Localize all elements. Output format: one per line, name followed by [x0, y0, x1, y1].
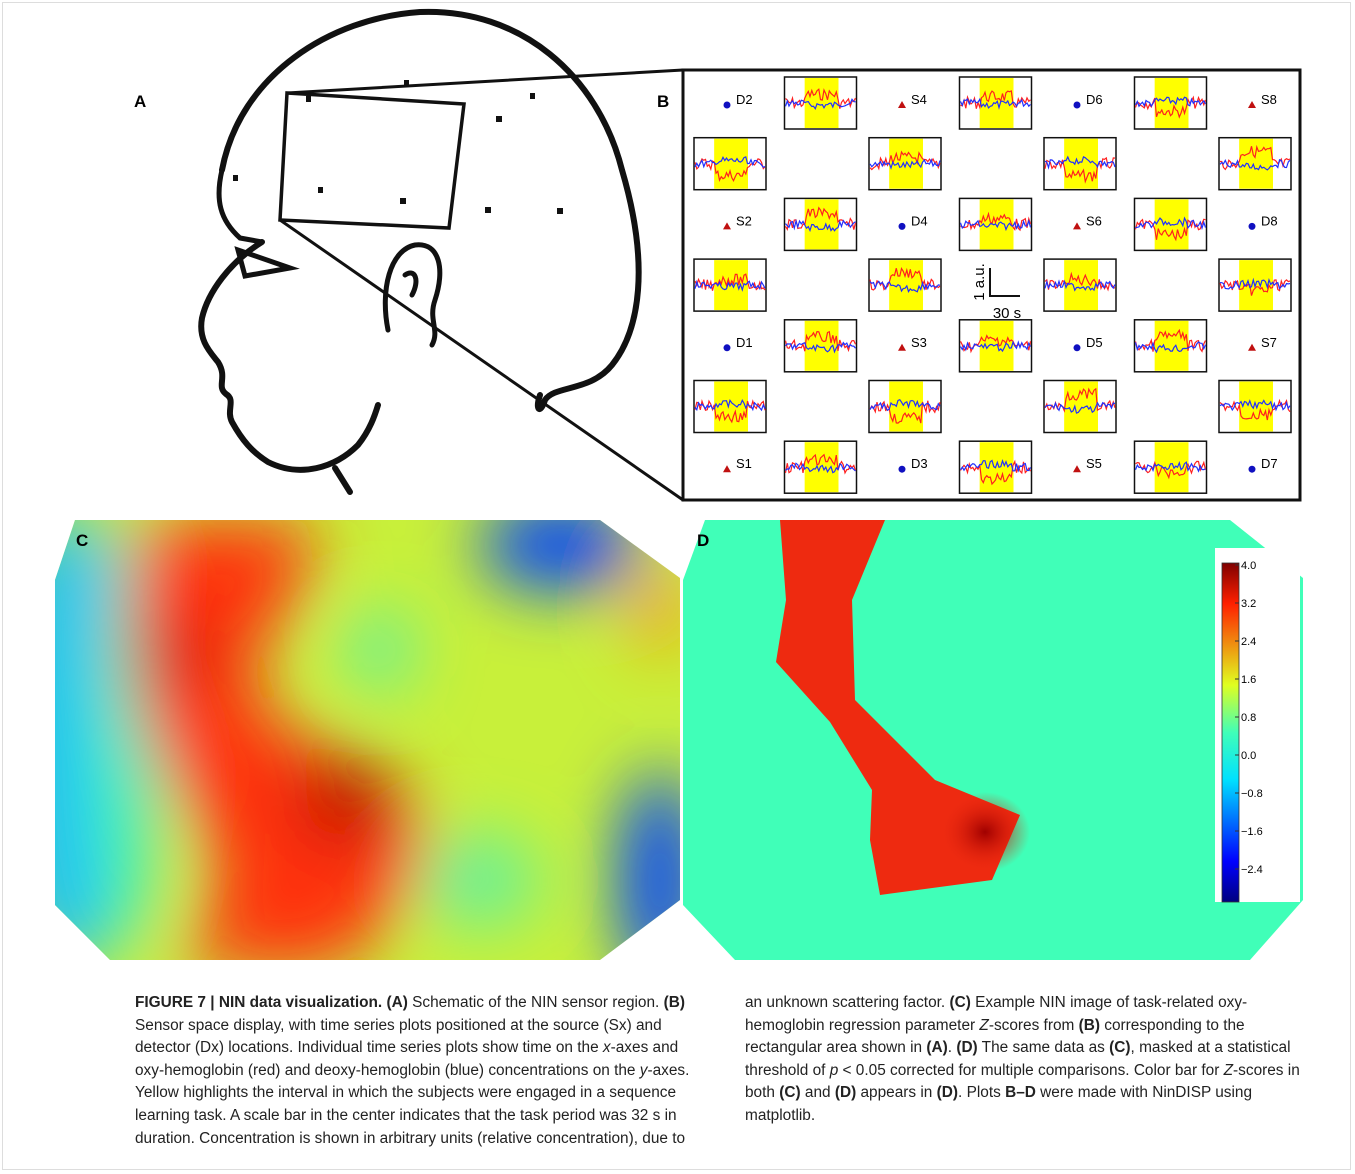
caption-text: appears in	[856, 1084, 936, 1101]
colorbar-tick-label: 1.6	[1241, 674, 1256, 686]
colorbar-tick-label: 3.2	[1241, 598, 1256, 610]
caption-text: (A)	[926, 1039, 947, 1056]
caption-text: < 0.05 corrected for multiple comparison…	[838, 1062, 1223, 1079]
detector-marker	[724, 102, 731, 109]
sensor-label: S1	[736, 456, 752, 471]
nin-image	[5, 500, 700, 990]
task-interval	[889, 382, 923, 432]
caption-text: p	[830, 1062, 839, 1079]
detector-marker	[724, 344, 731, 351]
detector-marker	[1249, 466, 1256, 473]
colorbar-tick-label: −2.4	[1241, 864, 1263, 876]
task-interval	[1239, 139, 1273, 189]
panel-label: D	[697, 531, 709, 550]
sensor-label: S8	[1261, 92, 1277, 107]
sensor-panel	[683, 70, 1300, 500]
caption-text: (D)	[937, 1084, 958, 1101]
sensor-label: S2	[736, 213, 752, 228]
sensor-label: D3	[911, 456, 928, 471]
detector-marker	[1249, 223, 1256, 230]
sensor-label: D4	[911, 213, 928, 228]
panel-label: C	[76, 531, 88, 550]
scale-label: 1 a.u.	[971, 263, 988, 301]
sensor-label: D8	[1261, 213, 1278, 228]
panel-label: B	[657, 92, 669, 111]
colorbar-tick-label: −0.8	[1241, 788, 1263, 800]
colorbar-tick-label: 0.0	[1241, 750, 1256, 762]
nin-mask-peak	[940, 792, 1030, 872]
caption-text: FIGURE 7 | NIN data visualization. (A)	[135, 994, 408, 1011]
task-interval	[805, 199, 839, 249]
sensor-label: D2	[736, 92, 753, 107]
detector-marker	[1074, 102, 1081, 109]
task-interval	[1064, 260, 1098, 310]
task-interval	[1064, 382, 1098, 432]
caption-text: Sensor space display, with time series p…	[135, 1017, 662, 1057]
sensor-label: D5	[1086, 335, 1103, 350]
sensor-label: S6	[1086, 213, 1102, 228]
sensor-label: D7	[1261, 456, 1278, 471]
caption-text: (B)	[1079, 1017, 1100, 1034]
caption-text: (C)	[1109, 1039, 1130, 1056]
task-interval	[980, 442, 1014, 492]
sensor-label: S7	[1261, 335, 1277, 350]
caption: FIGURE 7 | NIN data visualization. (A) S…	[135, 992, 1305, 1150]
task-interval	[1155, 78, 1189, 128]
task-interval	[1064, 139, 1098, 189]
scale-label: 30 s	[993, 305, 1021, 322]
caption-text: The same data as	[978, 1039, 1109, 1056]
colorbar-tick-label: −1.6	[1241, 826, 1263, 838]
caption-text: B–D	[1005, 1084, 1036, 1101]
caption-text: (C)	[949, 994, 970, 1011]
detector-marker	[899, 223, 906, 230]
caption-text: Z	[979, 1017, 988, 1034]
caption-text: (C)	[779, 1084, 800, 1101]
caption-text: Schematic of the NIN sensor region.	[408, 994, 664, 1011]
caption-text: (B)	[664, 994, 685, 1011]
task-interval	[714, 382, 748, 432]
colorbar	[1222, 563, 1239, 902]
nin-mask-background	[683, 520, 1303, 960]
sensor-label: D1	[736, 335, 753, 350]
sensor-label: S3	[911, 335, 927, 350]
caption-text: x	[603, 1039, 611, 1056]
panel-label: A	[134, 92, 146, 111]
colorbar-tick-label: 0.8	[1241, 712, 1256, 724]
sensor-label: S5	[1086, 456, 1102, 471]
caption-text: and	[801, 1084, 835, 1101]
colorbar-tick-label: 4.0	[1241, 560, 1256, 572]
task-interval	[805, 442, 839, 492]
caption-text: (D)	[956, 1039, 977, 1056]
head-drawing	[201, 12, 683, 500]
sensor-label: D6	[1086, 92, 1103, 107]
colorbar-tick-label: 2.4	[1241, 636, 1256, 648]
detector-marker	[1074, 344, 1081, 351]
caption-text: (D)	[835, 1084, 856, 1101]
caption-text: -scores from	[989, 1017, 1079, 1034]
detector-marker	[899, 466, 906, 473]
sensor-label: S4	[911, 92, 927, 107]
caption-text: Z	[1224, 1062, 1233, 1079]
caption-text: . Plots	[958, 1084, 1005, 1101]
